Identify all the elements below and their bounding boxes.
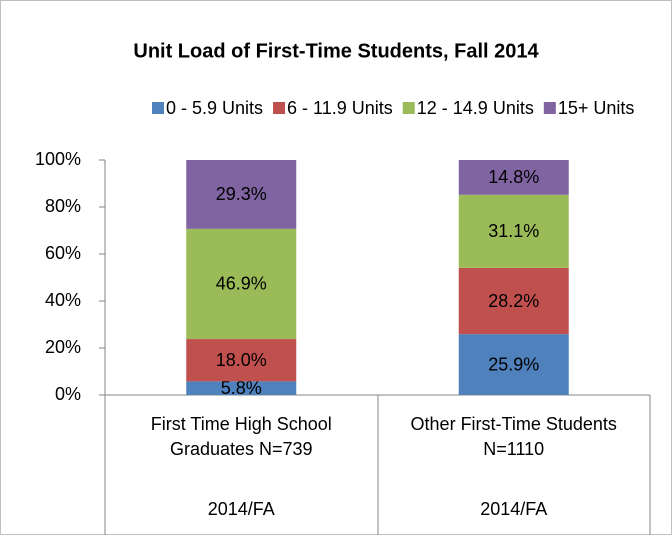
legend-label: 0 - 5.9 Units <box>166 98 263 118</box>
data-label: 14.8% <box>488 167 539 187</box>
y-tick-label: 100% <box>35 149 81 169</box>
legend-label: 6 - 11.9 Units <box>287 98 393 118</box>
y-tick-label: 0% <box>55 384 81 404</box>
data-label: 28.2% <box>488 291 539 311</box>
data-label: 25.9% <box>488 354 539 374</box>
bar-segment <box>186 339 297 382</box>
y-tick-label: 80% <box>45 196 81 216</box>
data-label: 5.8% <box>221 378 262 398</box>
legend-label: 15+ Units <box>558 98 635 118</box>
chart-title: Unit Load of First-Time Students, Fall 2… <box>133 40 539 62</box>
x-category-label: First Time High School Graduates N=739 <box>150 414 332 459</box>
y-tick-label: 20% <box>45 337 81 357</box>
legend-swatch <box>543 102 556 114</box>
bar-segment <box>186 228 297 340</box>
data-label: 18.0% <box>216 350 267 370</box>
legend-swatch <box>152 102 164 114</box>
data-label: 29.3% <box>216 184 267 204</box>
data-label: 46.9% <box>216 274 267 294</box>
legend-label: 12 - 14.9 Units <box>417 98 534 118</box>
x-group-label: 2014/FA <box>480 499 548 519</box>
bar-segment <box>458 160 569 195</box>
legend-swatch <box>273 102 286 114</box>
x-category-label: Other First-Time Students N=1110 <box>410 414 617 459</box>
bar-segment <box>186 160 297 229</box>
data-label: 31.1% <box>488 221 539 241</box>
y-tick-label: 60% <box>45 243 81 263</box>
bar-segment <box>458 334 569 395</box>
bar-segment <box>458 267 569 335</box>
x-group-label: 2014/FA <box>207 499 275 519</box>
legend-swatch <box>402 102 415 114</box>
y-tick-label: 40% <box>45 290 81 310</box>
bar-segment <box>186 381 297 395</box>
bar-segment <box>458 194 569 268</box>
